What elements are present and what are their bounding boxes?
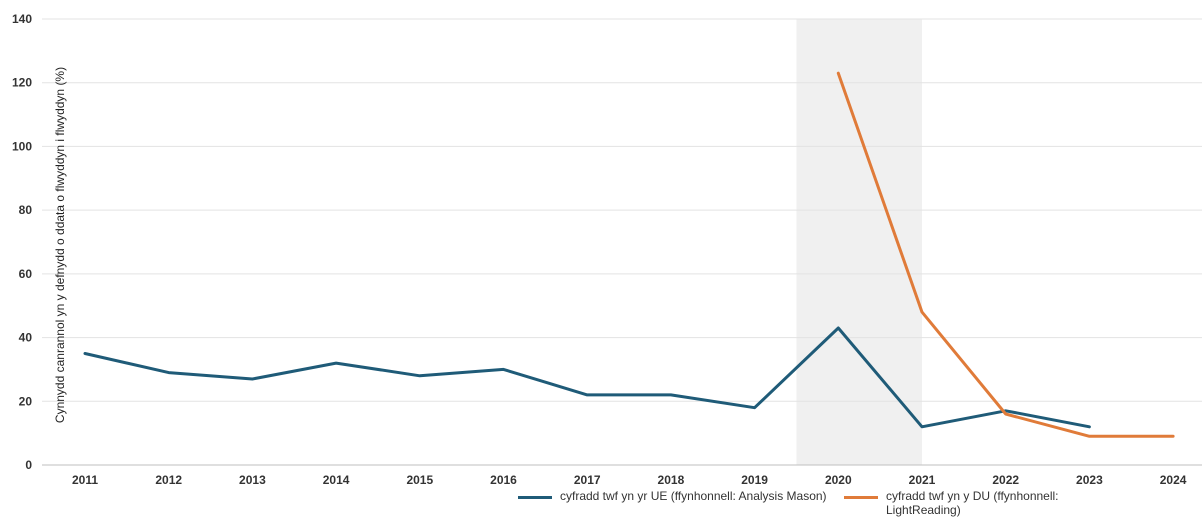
y-axis-label: Cynnydd canrannol yn y defnydd o ddata o…	[53, 67, 67, 423]
x-tick-label: 2011	[72, 473, 98, 487]
x-tick-label: 2020	[825, 473, 852, 487]
series-lines	[83, 71, 1175, 438]
legend-label-uk: cyfradd twf yn y DU (ffynhonnell: LightR…	[886, 489, 1059, 517]
x-tick-label: 2017	[574, 473, 601, 487]
y-tick-label: 60	[19, 267, 33, 281]
y-tick-label: 120	[12, 76, 32, 90]
y-tick-label: 0	[25, 458, 32, 472]
y-tick-label: 20	[19, 394, 33, 408]
x-tick-label: 2012	[155, 473, 182, 487]
y-tick-label: 80	[19, 203, 33, 217]
x-axis-ticks: 2011 2012 2013 2014 2015 2016 2017 2018 2019 2020…	[72, 473, 1187, 487]
x-tick-label: 2014	[323, 473, 350, 487]
x-tick-label: 2013	[239, 473, 266, 487]
x-tick-label: 2021	[909, 473, 936, 487]
legend-swatch-eu	[518, 496, 552, 499]
x-tick-label: 2023	[1076, 473, 1103, 487]
series-line-eu	[83, 326, 1091, 429]
x-tick-label: 2016	[490, 473, 517, 487]
y-tick-label: 100	[12, 139, 32, 153]
y-axis-ticks: 0 20 40 60 80 100 120 140	[12, 12, 32, 472]
legend-swatch-uk	[844, 496, 878, 499]
legend-label-eu: cyfradd twf yn yr UE (ffynhonnell: Analy…	[560, 489, 827, 503]
y-tick-label: 140	[12, 12, 32, 26]
highlight-band	[796, 19, 922, 465]
x-tick-label: 2022	[992, 473, 1019, 487]
x-tick-label: 2019	[741, 473, 768, 487]
x-tick-label: 2018	[658, 473, 685, 487]
x-tick-label: 2024	[1160, 473, 1187, 487]
gridlines	[42, 18, 1202, 466]
series-line-uk	[836, 71, 1175, 438]
x-tick-label: 2015	[406, 473, 433, 487]
y-tick-label: 40	[19, 331, 33, 345]
